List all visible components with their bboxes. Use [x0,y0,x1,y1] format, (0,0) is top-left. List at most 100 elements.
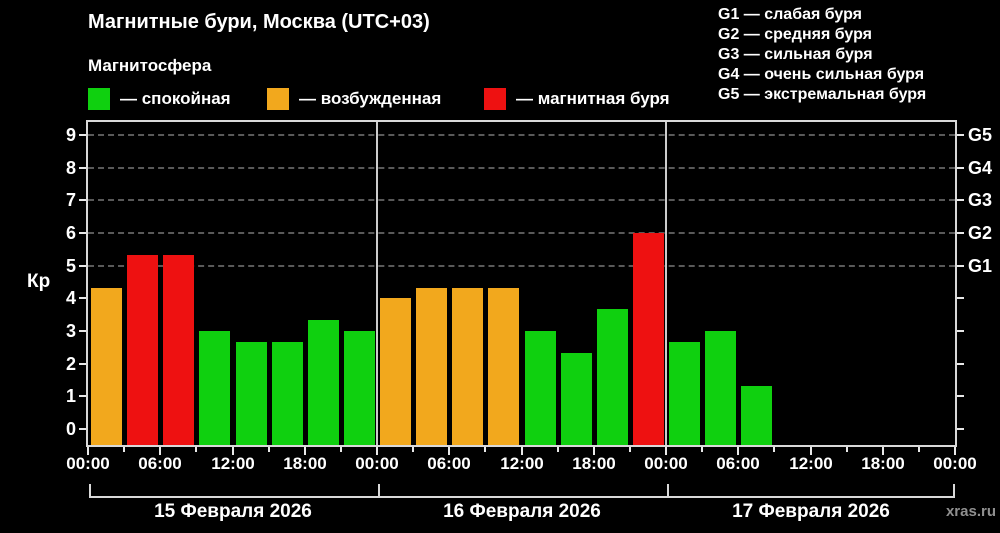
x-axis-time-label: 00:00 [355,454,399,473]
x-axis-major-tick [737,447,739,455]
y-axis-tick [79,395,86,398]
y-axis-tick [957,231,964,234]
y-axis-tick [957,264,964,267]
g-scale-legend: G1 — слабая буря G2 — средняя буря G3 — … [718,5,926,105]
g-legend-line: G1 — слабая буря [718,6,863,23]
y-axis-label: 6 [65,222,76,243]
date-bracket-tick [378,484,380,498]
x-axis-time-label: 06:00 [138,454,182,473]
y-axis-tick [957,329,964,332]
kp-bar [741,385,772,445]
x-axis-time-label: 06:00 [716,454,760,473]
kp-bar [91,287,122,445]
x-axis-time-label: 12:00 [211,454,255,473]
kp-bar [488,287,519,445]
g-legend-line: G3 — сильная буря [718,46,873,63]
kp-bar [236,341,267,445]
x-axis-major-tick [665,447,667,455]
x-axis-minor-tick [268,447,270,452]
chart-subtitle: Магнитосфера [88,56,212,75]
y-axis-tick [957,133,964,136]
y-axis-tick [79,231,86,234]
y-axis-tick [957,297,964,300]
x-axis-minor-tick [123,447,125,452]
y-axis-label: 3 [65,320,76,341]
x-axis-minor-tick [918,447,920,452]
x-axis-major-tick [521,447,523,455]
x-axis-major-tick [87,447,89,455]
y-axis-label: 9 [65,124,76,145]
date-bracket-tick [953,484,955,498]
g-axis-label-g1: G1 [968,255,993,276]
g-axis-label-g3: G3 [968,190,993,211]
y-axis-tick [79,264,86,267]
legend-item-quiet: — спокойная [88,88,231,110]
x-axis-major-tick [593,447,595,455]
y-axis-label: 8 [65,157,76,178]
x-axis-major-tick [882,447,884,455]
kp-bar [597,309,628,445]
kp-bar [199,330,230,445]
date-label: 17 Февраля 2026 [732,501,890,522]
y-axis-title: Кр [27,271,51,292]
x-axis-time-label: 18:00 [572,454,616,473]
kp-bar [561,352,592,445]
x-axis-minor-tick [557,447,559,452]
legend-label: — возбужденная [299,89,442,108]
kp-bar [452,287,483,445]
kp-bar [163,254,194,445]
gridline-g4 [88,166,955,169]
y-axis-tick [957,199,964,202]
y-axis-tick [957,395,964,398]
kp-bar [380,298,411,445]
g-axis-label-g5: G5 [968,124,993,145]
x-axis-major-tick [810,447,812,455]
kp-bar [525,330,556,445]
y-axis-tick [79,329,86,332]
date-bracket-tick [89,484,91,498]
y-axis-label: 2 [65,353,76,374]
x-axis-time-label: 00:00 [933,454,977,473]
y-axis-label: 0 [65,419,76,439]
x-axis-major-tick [376,447,378,455]
y-axis-tick [957,428,964,430]
gridline-g1 [88,264,955,267]
legend-item-storm: — магнитная буря [484,88,670,110]
x-axis-major-tick [232,447,234,455]
y-axis-label: 7 [65,190,76,211]
x-axis-time-label: 18:00 [283,454,327,473]
date-label: 16 Февраля 2026 [443,501,601,522]
date-label: 15 Февраля 2026 [154,501,312,522]
x-axis-time-label: 00:00 [66,454,110,473]
y-axis-tick [79,199,86,202]
x-axis-minor-tick [629,447,631,452]
excited-swatch-icon [267,88,289,110]
y-axis-tick [79,133,86,136]
x-axis-major-tick [159,447,161,455]
y-axis-tick [957,362,964,365]
y-axis-tick [79,166,86,169]
plot-area [86,120,957,447]
legend-label: — спокойная [120,89,231,108]
date-bracket-line [89,496,953,498]
storm-swatch-icon [484,88,506,110]
day-divider [376,122,378,445]
date-bracket-tick [667,484,669,498]
x-axis-time-label: 18:00 [861,454,905,473]
legend-item-excited: — возбужденная [267,88,441,110]
g-legend-line: G2 — средняя буря [718,26,872,43]
y-axis-tick [79,428,86,430]
x-axis-minor-tick [412,447,414,452]
kp-bar [633,232,664,445]
g-axis-label-g4: G4 [968,157,993,178]
x-axis-major-tick [954,447,956,455]
kp-bar [416,287,447,445]
x-axis-minor-tick [195,447,197,452]
g-legend-line: G5 — экстремальная буря [718,86,927,103]
y-axis-label: 4 [65,288,76,309]
x-axis-time-label: 12:00 [500,454,544,473]
gridline-g2 [88,231,955,234]
page-title: Магнитные бури, Москва (UTC+03) [88,11,430,33]
x-axis-minor-tick [773,447,775,452]
kp-bar [272,341,303,445]
